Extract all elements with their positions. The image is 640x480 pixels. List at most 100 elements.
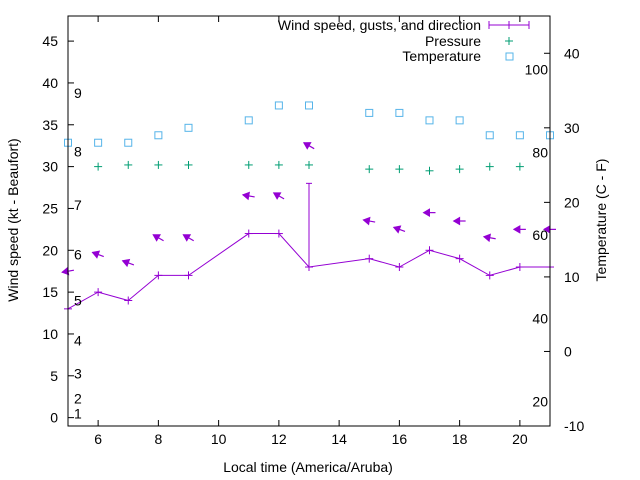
beaufort-label: 5 — [74, 292, 82, 308]
wind-speed-point — [244, 229, 253, 238]
y2-axis-label: Temperature (C - F) — [593, 159, 609, 282]
temperature-point — [455, 116, 464, 125]
wind-direction-arrow — [302, 142, 315, 150]
beaufort-label: 9 — [74, 85, 82, 101]
legend-swatch-temperature — [505, 52, 514, 61]
wind-speed-point — [485, 271, 494, 280]
wind-speed-point — [184, 271, 193, 280]
beaufort-label: 2 — [74, 390, 82, 406]
pressure-point — [94, 162, 103, 171]
wind-direction-arrow — [121, 258, 135, 268]
y-tick-label: 10 — [42, 326, 58, 342]
wind-speed-point — [395, 263, 404, 272]
pressure-point — [515, 162, 524, 171]
temperature-point — [395, 108, 404, 117]
wind-direction-arrow — [422, 208, 436, 218]
pressure-point — [305, 160, 313, 169]
legend-label-wind: Wind speed, gusts, and direction — [278, 17, 481, 33]
temperature-point — [94, 138, 103, 147]
beaufort-label: 3 — [74, 365, 82, 381]
beaufort-label: 1 — [74, 405, 82, 421]
legend-swatch-wind — [488, 21, 530, 29]
y-tick-label: 35 — [42, 117, 58, 133]
y-tick-label: 0 — [50, 410, 58, 426]
y2-tick-label: 0 — [564, 343, 572, 359]
y-tick-label: 45 — [42, 33, 58, 49]
temperature-point — [305, 101, 313, 110]
pressure-point — [425, 166, 434, 175]
pressure-point — [455, 165, 464, 174]
pressure-point — [395, 165, 404, 174]
pressure-point — [184, 160, 193, 169]
y2-tick-label: 10 — [564, 269, 580, 285]
x-tick-label: 18 — [452, 431, 468, 447]
wind-speed-point — [94, 288, 103, 297]
y-tick-label: 25 — [42, 200, 58, 216]
pressure-point — [154, 160, 163, 169]
beaufort-label: 7 — [74, 197, 82, 213]
x-axis-label: Local time (America/Aruba) — [223, 459, 393, 475]
y-tick-label: 15 — [42, 284, 58, 300]
legend-label-temperature: Temperature — [402, 48, 481, 64]
plot-frame — [67, 15, 551, 427]
temperature-point — [485, 131, 494, 140]
wind-direction-arrow — [241, 191, 255, 201]
wind-speed-point — [274, 229, 283, 238]
pressure-point — [365, 165, 374, 174]
temperature-point — [274, 101, 283, 110]
x-tick-label: 20 — [512, 431, 528, 447]
legend-swatch-pressure — [505, 37, 513, 45]
temperature-point — [365, 108, 374, 117]
beaufort-label: 6 — [74, 246, 82, 262]
wind-speed-point — [425, 246, 434, 255]
y2-tick-label: 40 — [564, 45, 580, 61]
wind-direction-arrow — [482, 233, 496, 243]
pressure-point — [124, 160, 133, 169]
y2-tick-label: 20 — [564, 194, 580, 210]
y2-tick-label: 30 — [564, 120, 580, 136]
wind-direction-arrow — [182, 234, 194, 242]
wind-direction-arrow — [512, 224, 526, 234]
pressure-point — [485, 162, 494, 171]
wind-speed-point — [124, 296, 133, 305]
x-tick-label: 14 — [331, 431, 347, 447]
temperature-point — [244, 116, 253, 125]
legend: Wind speed, gusts, and direction Pressur… — [278, 17, 530, 64]
wind-direction-arrow — [392, 225, 406, 234]
temperature-point — [154, 131, 163, 140]
temperature-point — [425, 116, 434, 125]
fahrenheit-label: 60 — [532, 227, 548, 243]
wind-direction-arrow — [152, 234, 164, 242]
legend-label-pressure: Pressure — [425, 33, 481, 49]
x-tick-label: 16 — [392, 431, 408, 447]
y-axis-label: Wind speed (kt - Beaufort) — [5, 138, 21, 301]
temperature-point — [184, 123, 193, 132]
y-tick-label: 5 — [50, 368, 58, 384]
wind-speed-point — [365, 254, 374, 263]
x-tick-label: 12 — [271, 431, 287, 447]
wind-direction-arrow — [452, 216, 466, 226]
temperature-point — [124, 138, 133, 147]
fahrenheit-label: 20 — [532, 393, 548, 409]
data-layer — [61, 101, 556, 313]
beaufort-label: 8 — [74, 144, 82, 160]
wind-direction-arrow — [362, 216, 376, 226]
y-tick-label: 30 — [42, 159, 58, 175]
pressure-point — [244, 160, 253, 169]
temperature-point — [515, 131, 524, 140]
wind-direction-arrow — [272, 192, 285, 200]
y2-tick-label: -10 — [564, 418, 584, 434]
pressure-point — [274, 160, 283, 169]
x-tick-label: 10 — [211, 431, 227, 447]
fahrenheit-label: 40 — [532, 311, 548, 327]
wind-direction-arrow — [91, 250, 104, 259]
x-tick-label: 8 — [154, 431, 162, 447]
fahrenheit-label: 100 — [525, 62, 549, 78]
wind-speed-point — [154, 271, 163, 280]
fahrenheit-label: 80 — [532, 144, 548, 160]
beaufort-label: 4 — [74, 333, 82, 349]
y-tick-label: 20 — [42, 242, 58, 258]
y-tick-label: 40 — [42, 75, 58, 91]
x-tick-label: 6 — [94, 431, 102, 447]
